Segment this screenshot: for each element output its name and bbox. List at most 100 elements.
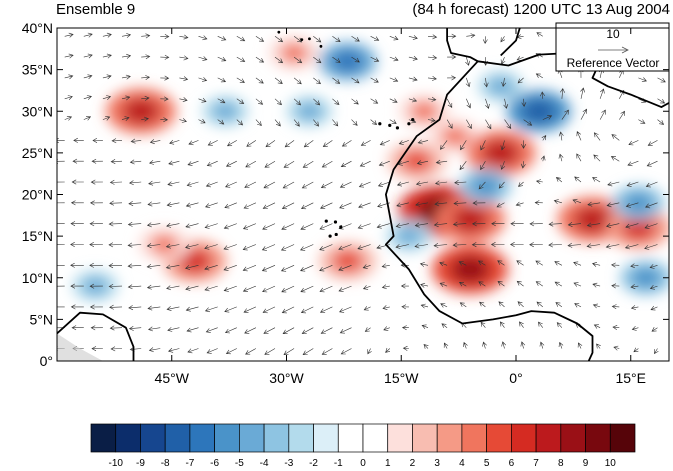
lat-label: 40°N bbox=[22, 20, 53, 36]
colorbar-swatch bbox=[288, 423, 314, 453]
colorbar-label: 4 bbox=[459, 458, 465, 469]
plot-title-left: Ensemble 9 bbox=[56, 1, 136, 18]
lon-label: 15°E bbox=[615, 370, 646, 386]
axes: 40°N 35°N 30°N 25°N 20°N 15°N 10°N 5°N 0° 45°W 30°… bbox=[22, 20, 669, 386]
colorbar-label: -7 bbox=[185, 458, 194, 469]
colorbar-swatch bbox=[560, 423, 586, 453]
colorbar-swatch bbox=[535, 423, 562, 453]
canary-island bbox=[378, 122, 382, 126]
azores-island bbox=[277, 30, 281, 34]
lat-label: 30°N bbox=[22, 103, 53, 119]
lat-label: 5°N bbox=[30, 311, 54, 327]
colorbar-swatch bbox=[412, 423, 438, 453]
colorbar-swatch bbox=[387, 423, 413, 453]
reference-vector-label: Reference Vector bbox=[567, 56, 660, 70]
anomaly-core bbox=[177, 249, 212, 274]
colorbar-label: 5 bbox=[484, 458, 490, 469]
lat-label: 20°N bbox=[22, 187, 53, 203]
colorbar-label: -6 bbox=[210, 458, 219, 469]
anomaly-core bbox=[401, 150, 433, 173]
map-background bbox=[57, 28, 669, 361]
lon-label: 0° bbox=[509, 370, 522, 386]
lon-label: 15°W bbox=[384, 370, 419, 386]
colorbar-label: -4 bbox=[260, 458, 269, 469]
anomaly-core bbox=[632, 267, 661, 288]
colorbar-swatch bbox=[461, 423, 487, 453]
anomaly-core bbox=[450, 255, 491, 284]
colorbar-label: 7 bbox=[533, 458, 539, 469]
anomaly-core bbox=[440, 126, 469, 147]
colorbar-label: -3 bbox=[284, 458, 293, 469]
anomaly-core bbox=[396, 227, 422, 246]
colorbar-swatch bbox=[362, 423, 389, 453]
colorbar-label: -5 bbox=[235, 458, 244, 469]
azores-island bbox=[319, 44, 323, 48]
reference-vector-value: 10 bbox=[606, 27, 620, 41]
cape-verde-island bbox=[328, 234, 332, 238]
colorbar-swatch bbox=[313, 423, 339, 453]
canary-island bbox=[388, 123, 392, 128]
iberia-east-coastline bbox=[500, 28, 521, 57]
azores-island bbox=[300, 38, 304, 42]
lat-label: 15°N bbox=[22, 228, 53, 244]
cape-verde-island bbox=[339, 225, 343, 229]
colorbar-swatch bbox=[337, 423, 364, 453]
colorbar-swatch bbox=[90, 423, 117, 453]
south-america-coastline bbox=[57, 311, 135, 361]
colorbar-label: 10 bbox=[605, 458, 617, 469]
anomaly-core bbox=[212, 102, 238, 121]
colorbar-swatch bbox=[239, 423, 265, 453]
colorbar-swatch bbox=[115, 423, 141, 453]
colorbar-swatch bbox=[214, 423, 240, 453]
colorbar-label: 6 bbox=[509, 458, 515, 469]
colorbar-label: 2 bbox=[410, 458, 416, 469]
colorbar: -10 -9 -8 -7 -6 -5 -4 -3 -2 -1 0 1 2 3 4 5 6 7 8 9 10 bbox=[90, 423, 636, 469]
anomaly-core bbox=[471, 176, 500, 197]
anomaly-core bbox=[296, 102, 322, 121]
anomaly-blobs bbox=[72, 35, 669, 302]
reference-vector-box: 10 Reference Vector bbox=[555, 22, 670, 72]
anomaly-core bbox=[332, 50, 364, 73]
canary-island bbox=[407, 122, 411, 126]
iberia-coastline bbox=[446, 28, 479, 63]
colorbar-label: 1 bbox=[385, 458, 391, 469]
canary-island bbox=[395, 126, 400, 130]
colorbar-label: 3 bbox=[434, 458, 440, 469]
cape-verde-island bbox=[324, 219, 328, 223]
lat-label: 35°N bbox=[22, 62, 53, 78]
africa-west-coastline bbox=[385, 60, 594, 361]
colorbar-swatch bbox=[263, 423, 290, 453]
anomaly-core bbox=[521, 99, 556, 124]
colorbar-label: -1 bbox=[334, 458, 343, 469]
land-mask-south-america bbox=[57, 333, 103, 361]
colorbar-swatch bbox=[585, 423, 611, 453]
anomaly-core bbox=[122, 98, 160, 125]
lon-label: 45°W bbox=[155, 370, 190, 386]
colorbar-swatch bbox=[189, 423, 215, 453]
colorbar-label: 8 bbox=[558, 458, 564, 469]
colorbar-label: 0 bbox=[360, 458, 366, 469]
colorbar-label: 9 bbox=[583, 458, 589, 469]
lat-label: 10°N bbox=[22, 270, 53, 286]
cape-verde-island bbox=[334, 232, 338, 237]
anomaly-core bbox=[621, 215, 656, 240]
anomaly-core bbox=[488, 77, 514, 96]
plot-title-right: (84 h forecast) 1200 UTC 13 Aug 2004 bbox=[412, 1, 670, 18]
anomaly-core bbox=[332, 250, 364, 273]
colorbar-swatch bbox=[436, 423, 463, 453]
cape-verde-island bbox=[333, 220, 338, 224]
colorbar-swatch bbox=[486, 423, 512, 453]
colorbar-label: -10 bbox=[109, 458, 124, 469]
anomaly-core bbox=[482, 139, 520, 166]
anomaly-core bbox=[280, 42, 309, 63]
canary-island bbox=[411, 117, 415, 122]
colorbar-swatch bbox=[609, 423, 636, 453]
lat-label: 0° bbox=[40, 353, 53, 369]
anomaly-core bbox=[451, 206, 489, 233]
azores-island bbox=[308, 37, 311, 41]
colorbar-swatch bbox=[511, 423, 537, 453]
colorbar-label: -2 bbox=[309, 458, 318, 469]
colorbar-label: -9 bbox=[136, 458, 145, 469]
anomaly-core bbox=[574, 206, 611, 233]
